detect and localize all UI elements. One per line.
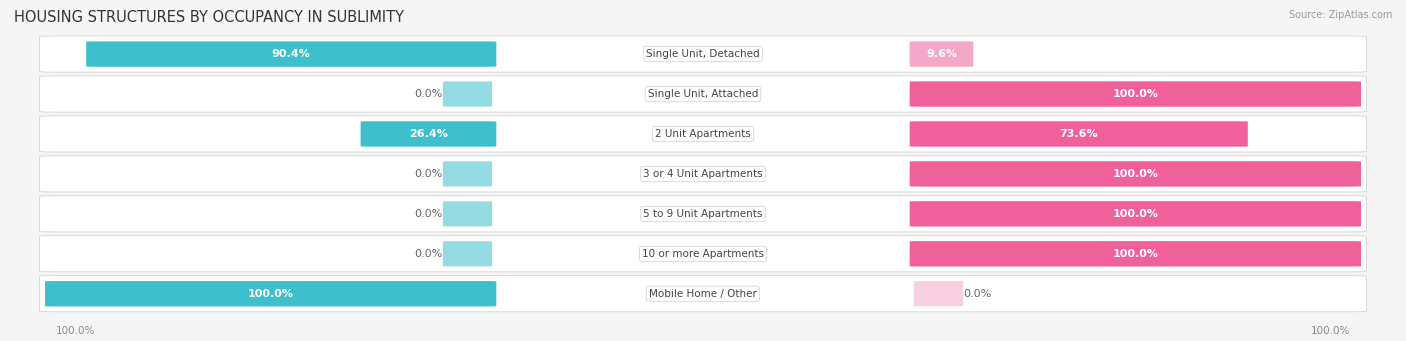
FancyBboxPatch shape xyxy=(443,241,492,266)
Text: 100.0%: 100.0% xyxy=(1310,326,1350,336)
Text: 100.0%: 100.0% xyxy=(1112,89,1159,99)
Text: 100.0%: 100.0% xyxy=(1112,169,1159,179)
Text: 100.0%: 100.0% xyxy=(1112,209,1159,219)
FancyBboxPatch shape xyxy=(910,81,1361,107)
FancyBboxPatch shape xyxy=(45,281,496,307)
Text: Single Unit, Detached: Single Unit, Detached xyxy=(647,49,759,59)
Text: 5 to 9 Unit Apartments: 5 to 9 Unit Apartments xyxy=(644,209,762,219)
Text: 0.0%: 0.0% xyxy=(415,249,443,259)
Text: Source: ZipAtlas.com: Source: ZipAtlas.com xyxy=(1288,10,1392,20)
FancyBboxPatch shape xyxy=(910,241,1361,267)
FancyBboxPatch shape xyxy=(443,201,492,226)
Text: Single Unit, Attached: Single Unit, Attached xyxy=(648,89,758,99)
Text: 90.4%: 90.4% xyxy=(271,49,311,59)
Text: 10 or more Apartments: 10 or more Apartments xyxy=(643,249,763,259)
Text: 3 or 4 Unit Apartments: 3 or 4 Unit Apartments xyxy=(643,169,763,179)
Text: HOUSING STRUCTURES BY OCCUPANCY IN SUBLIMITY: HOUSING STRUCTURES BY OCCUPANCY IN SUBLI… xyxy=(14,10,404,25)
Text: 73.6%: 73.6% xyxy=(1060,129,1098,139)
Text: 26.4%: 26.4% xyxy=(409,129,449,139)
FancyBboxPatch shape xyxy=(39,196,1367,232)
Text: 0.0%: 0.0% xyxy=(963,289,991,299)
FancyBboxPatch shape xyxy=(86,41,496,67)
Text: 0.0%: 0.0% xyxy=(415,169,443,179)
FancyBboxPatch shape xyxy=(39,156,1367,192)
Text: 100.0%: 100.0% xyxy=(56,326,96,336)
Text: 2 Unit Apartments: 2 Unit Apartments xyxy=(655,129,751,139)
Text: 9.6%: 9.6% xyxy=(927,49,957,59)
FancyBboxPatch shape xyxy=(39,116,1367,152)
FancyBboxPatch shape xyxy=(39,36,1367,72)
FancyBboxPatch shape xyxy=(443,81,492,107)
Text: 100.0%: 100.0% xyxy=(1112,249,1159,259)
FancyBboxPatch shape xyxy=(910,201,1361,226)
FancyBboxPatch shape xyxy=(39,76,1367,112)
Text: 100.0%: 100.0% xyxy=(247,289,294,299)
FancyBboxPatch shape xyxy=(910,161,1361,187)
FancyBboxPatch shape xyxy=(360,121,496,147)
FancyBboxPatch shape xyxy=(910,41,973,67)
FancyBboxPatch shape xyxy=(914,281,963,306)
Text: 0.0%: 0.0% xyxy=(415,89,443,99)
FancyBboxPatch shape xyxy=(39,276,1367,312)
Text: Mobile Home / Other: Mobile Home / Other xyxy=(650,289,756,299)
FancyBboxPatch shape xyxy=(910,121,1247,147)
Text: 0.0%: 0.0% xyxy=(415,209,443,219)
FancyBboxPatch shape xyxy=(39,236,1367,272)
FancyBboxPatch shape xyxy=(443,161,492,187)
